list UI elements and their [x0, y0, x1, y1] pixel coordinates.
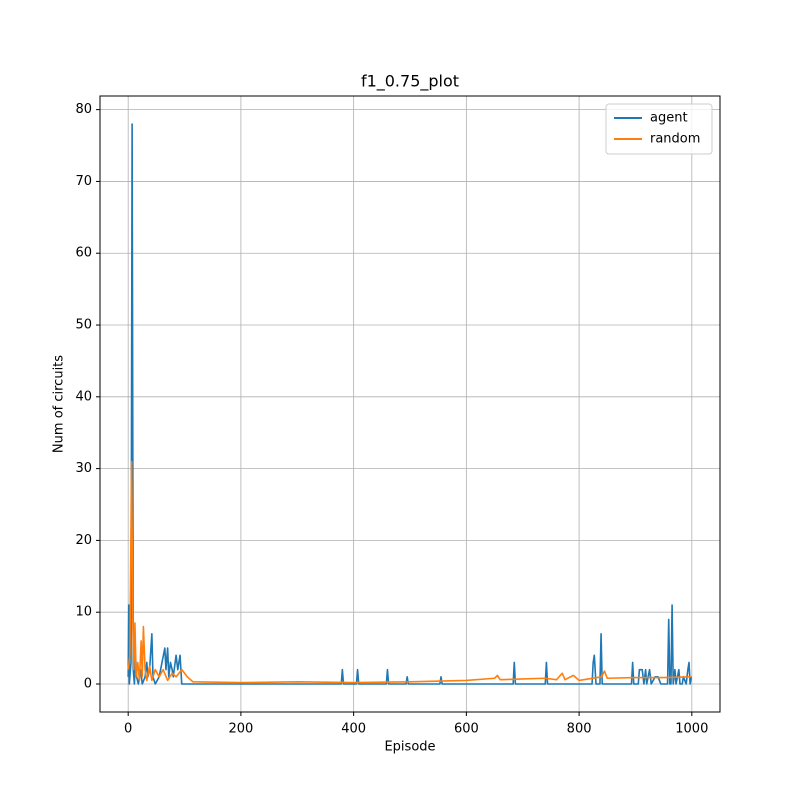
series-line	[127, 460, 692, 684]
x-tick-label: 200	[228, 722, 253, 737]
chart-title: f1_0.75_plot	[361, 72, 459, 92]
series-line	[127, 123, 693, 685]
y-tick-label: 40	[75, 389, 92, 404]
y-tick-label: 30	[75, 461, 92, 476]
y-tick-label: 0	[84, 677, 92, 692]
y-tick-label: 10	[75, 605, 92, 620]
legend-label: agent	[650, 111, 688, 126]
y-axis-label: Num of circuits	[52, 355, 67, 453]
y-tick-label: 70	[75, 174, 92, 189]
y-tick-label: 60	[75, 246, 92, 261]
x-tick-label: 600	[454, 722, 479, 737]
legend-label: random	[650, 132, 700, 147]
y-tick-label: 20	[75, 533, 92, 548]
plot-frame	[99, 95, 721, 713]
x-tick-label: 800	[567, 722, 592, 737]
y-tick-label: 50	[75, 318, 92, 333]
legend-box	[605, 103, 713, 155]
x-tick-label: 0	[124, 722, 132, 737]
legend: agent random	[605, 103, 713, 155]
y-tick-label: 80	[75, 102, 92, 117]
x-axis-label: Episode	[384, 740, 435, 755]
x-tick-label: 400	[341, 722, 366, 737]
x-tick-label: 1000	[675, 722, 708, 737]
